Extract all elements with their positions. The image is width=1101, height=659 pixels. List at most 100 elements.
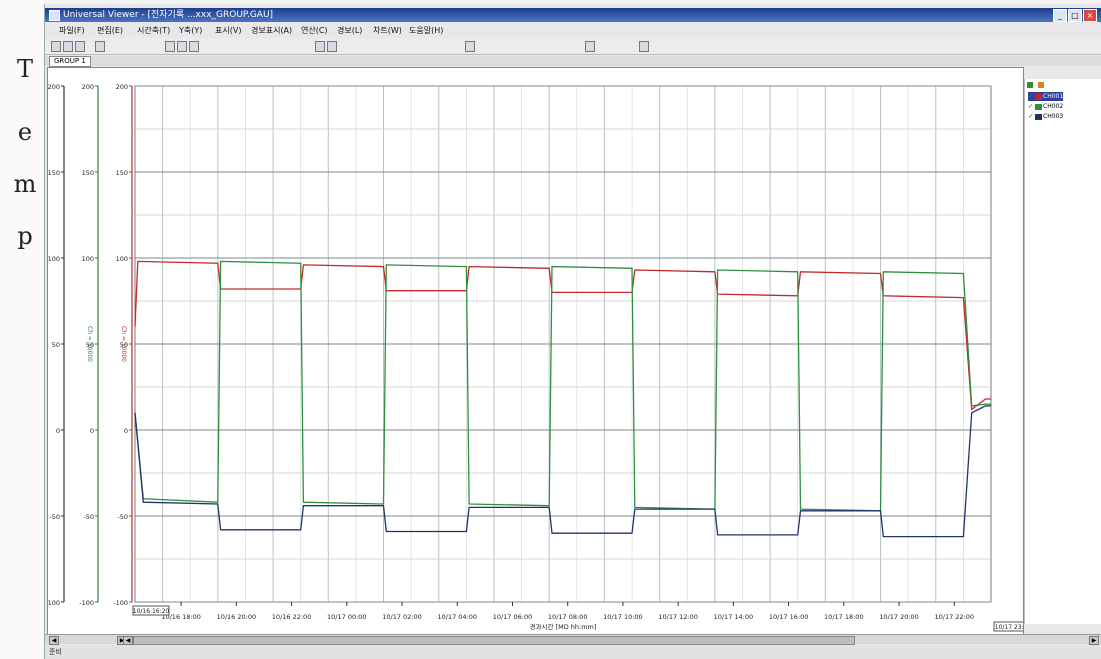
menu-edit[interactable]: 편집(E) [97,26,124,35]
legend-color-icon[interactable] [1037,82,1044,88]
zoom-in-icon[interactable] [165,41,175,52]
x-tick-label: 10/17 10:00 [603,613,643,621]
series-line-ch001 [134,260,991,411]
window-title: Universal Viewer - [전자기록 ...xxx_GROUP.GA… [63,10,274,20]
y-tick-label: -100 [113,599,128,607]
menu-chart[interactable]: 차트(W) [373,26,402,35]
menu-calc[interactable]: 연산(C) [301,26,328,35]
menu-bar: 파일(F) 편집(E) 시간축(T) Y축(Y) 표시(V) 경보표시(A) 연… [45,24,1101,37]
menu-alarm[interactable]: 경보(L) [337,26,363,35]
open-icon[interactable] [51,41,61,52]
x-tick-label: 10/17 06:00 [493,613,533,621]
y-tick-label: 50 [120,341,128,349]
legend-swatch [1035,93,1042,100]
caption-letter: e [17,118,33,146]
y-axis-unit-label: Ch = 10000 [86,326,93,362]
y-tick-label: 150 [116,169,128,177]
legend-header [1027,81,1097,90]
y-tick-label: 150 [48,169,60,177]
close-button[interactable]: × [1083,9,1097,22]
caption-letter: p [17,222,33,250]
status-text: 준비 [49,648,62,656]
x-end-label: 10/17 23:00 [995,624,1023,631]
x-tick-label: 10/17 14:00 [714,613,754,621]
menu-time-axis[interactable]: 시간축(T) [137,26,171,35]
tab-row: GROUP 1 [45,56,1101,67]
x-tick-label: 10/17 16:00 [769,613,809,621]
y-tick-label: 200 [48,83,60,91]
y-tick-label: -100 [48,599,60,607]
print-icon[interactable] [75,41,85,52]
x-tick-label: 10/16 18:00 [161,613,201,621]
chart-icon[interactable] [465,41,475,52]
menu-file[interactable]: 파일(F) [59,26,85,35]
table-icon[interactable] [327,41,337,52]
x-tick-label: 10/17 02:00 [382,613,422,621]
y-tick-label: 200 [116,83,128,91]
horizontal-scrollbar[interactable]: ◀ ▶ ◀ ▶ [45,634,1101,645]
y-axis-unit-label: Ch = 10000 [120,326,127,362]
y-tick-label: 150 [82,169,94,177]
zoom-out-icon[interactable] [177,41,187,52]
x-tick-label: 10/17 00:00 [327,613,367,621]
plot-frame: 200 150 100 50 0 -50 -100 200 150 100 50 0 -50 -100 Ch… [45,67,1033,635]
x-tick-label: 10/16 22:00 [272,613,312,621]
legend-label: CH001 [1043,93,1064,100]
check-icon: ✓ [1028,102,1034,110]
help-icon[interactable] [639,41,649,52]
x-tick-label: 10/17 20:00 [879,613,919,621]
scroll-thumb[interactable] [133,636,855,645]
y-tick-label: 0 [124,427,128,435]
caption-letter: m [13,170,37,198]
settings-icon[interactable] [585,41,595,52]
menu-y-axis[interactable]: Y축(Y) [179,26,203,35]
scroll-left-icon[interactable]: ◀ [123,636,133,645]
y-tick-label: 100 [48,255,60,263]
check-icon: ✓ [1028,92,1034,100]
title-bar[interactable]: Universal Viewer - [전자기록 ...xxx_GROUP.GA… [45,8,1101,22]
legend-swatch [1035,113,1042,120]
y-tick-label: 0 [56,427,60,435]
x-axis-title: 경과시간 [MD hh:mm] [530,622,597,631]
app-icon [49,10,60,21]
save-icon[interactable] [63,41,73,52]
status-bar: 준비 [45,645,1101,659]
maximize-button[interactable]: □ [1068,9,1082,22]
y-tick-label: -50 [117,513,128,521]
x-tick-label: 10/17 08:00 [548,613,588,621]
y-tick-label: 100 [82,255,94,263]
legend-label: CH003 [1043,113,1064,120]
tab-group-1[interactable]: GROUP 1 [49,56,91,67]
trend-chart: 200 150 100 50 0 -50 -100 200 150 100 50 0 -50 -100 Ch… [45,83,1033,632]
legend-check-icon[interactable] [1027,82,1033,88]
channel-legend: ✓ CH001 ✓ CH002 ✓ CH003 [1024,79,1101,624]
x-start-label: 10/16 16:20 [133,608,170,615]
legend-item-ch002[interactable]: ✓ CH002 [1028,102,1063,111]
series-line-ch003 [134,405,991,538]
toolbar [45,38,1101,55]
x-start-box [132,605,170,616]
minimize-button[interactable]: _ [1053,9,1067,22]
legend-item-ch003[interactable]: ✓ CH003 [1028,112,1063,121]
y-tick-label: 50 [52,341,60,349]
x-tick-label: 10/16 20:00 [217,613,257,621]
series-line-ch002 [134,260,991,512]
cursor-icon[interactable] [189,41,199,52]
y-tick-label: -100 [79,599,94,607]
side-caption: T e m p [0,0,44,659]
x-tick-label: 10/17 12:00 [658,613,698,621]
legend-item-ch001[interactable]: ✓ CH001 [1028,92,1064,101]
copy-icon[interactable] [95,41,105,52]
menu-view[interactable]: 표시(V) [215,26,242,35]
menu-help[interactable]: 도움말(H) [409,26,444,35]
x-tick-label: 10/17 04:00 [437,613,477,621]
scroll-right-icon[interactable]: ▶ [1089,636,1099,645]
y-tick-label: 100 [116,255,128,263]
app-window: Universal Viewer - [전자기록 ...xxx_GROUP.GA… [44,4,1101,659]
menu-alarm-view[interactable]: 경보표시(A) [251,26,293,35]
y-tick-label: -50 [49,513,60,521]
x-tick-label: 10/17 22:00 [935,613,975,621]
grid-icon[interactable] [315,41,325,52]
caption-letter: T [16,55,33,83]
scroll-left-icon[interactable]: ◀ [49,636,59,645]
